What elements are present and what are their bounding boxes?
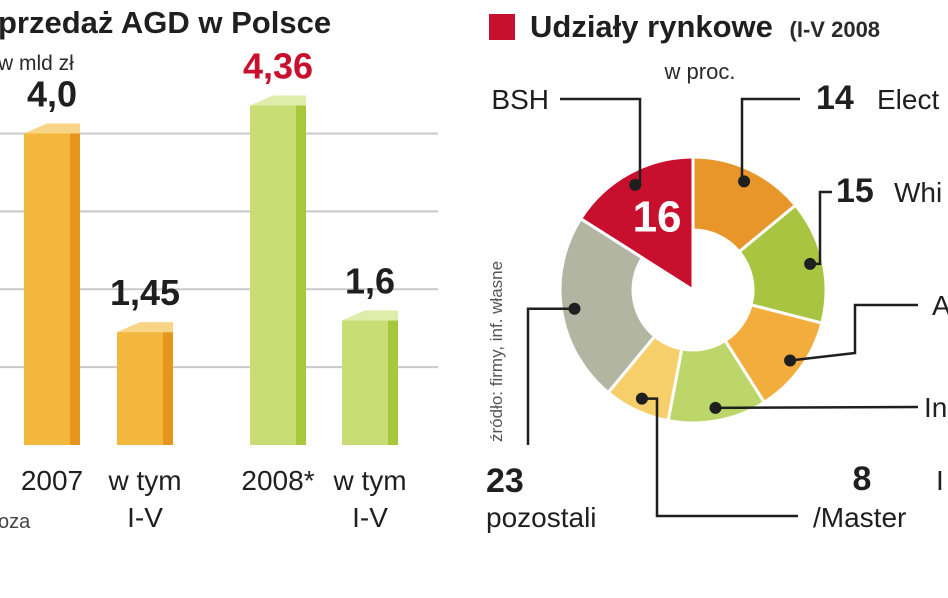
bar-value-label: 1,6 — [345, 260, 395, 301]
bar-top — [24, 123, 80, 134]
bar-side — [296, 105, 306, 445]
slice-name: A — [932, 290, 948, 321]
slice-value: 14 — [816, 79, 854, 117]
bar-category-label: I-V — [352, 502, 388, 533]
pie-chart-period: (I-V 2008 — [790, 17, 881, 42]
bar-chart-unit: w mld zł — [0, 52, 74, 75]
leader-dot — [738, 175, 751, 188]
leader-dot — [804, 257, 817, 270]
slice-name: pozostali — [486, 502, 597, 533]
bar-value-label: 1,45 — [110, 272, 180, 313]
leader-dot — [568, 302, 581, 315]
bar-value-label: 4,0 — [27, 74, 77, 115]
bar — [24, 123, 80, 446]
bar-chart: przedaż AGD w Polsce w mld zł 4,0 1,45 4,3… — [0, 5, 438, 533]
bar-top — [342, 310, 398, 321]
bar-front — [24, 133, 70, 446]
bar-top — [117, 322, 173, 333]
slice-value: 15 — [836, 172, 874, 210]
highlight-slice-value: 16 — [633, 193, 682, 242]
leader-line — [526, 307, 575, 445]
slice-name: BSH — [491, 84, 549, 115]
bar-side — [163, 332, 173, 445]
ring-slice — [578, 155, 695, 293]
bars — [24, 95, 398, 446]
title-marker-square — [489, 14, 515, 40]
leader-line — [560, 97, 642, 187]
bar-category-label: 2008* — [241, 465, 314, 496]
truncated-slice-label: I — [936, 465, 944, 496]
bar-value-label: 4,36 — [243, 45, 313, 86]
bar-category-label: w tym — [107, 465, 181, 496]
bar-category-label: w tym — [332, 465, 406, 496]
ring-slice — [558, 216, 657, 395]
slice-value: 8 — [853, 460, 872, 498]
leader-line — [789, 303, 918, 362]
bar-value-labels: 4,0 1,45 4,36 1,6 — [27, 45, 395, 313]
slice-name: /Master — [813, 502, 906, 533]
bar — [117, 322, 173, 445]
bar-side — [388, 320, 398, 445]
slice-name: Whi — [894, 177, 942, 208]
leader-dot — [629, 178, 642, 191]
slice-value: 23 — [486, 462, 524, 500]
leader-lines — [526, 97, 919, 518]
bar-top — [250, 95, 306, 106]
leader-dot — [784, 354, 797, 367]
ring: 16 — [558, 155, 828, 425]
bar — [250, 95, 306, 445]
bar-category-label: 2007 — [21, 465, 83, 496]
bar-front — [117, 332, 163, 445]
bar — [342, 310, 398, 445]
leader-dot — [709, 401, 722, 414]
leader-dot — [635, 392, 648, 405]
bar-category-label: I-V — [127, 502, 163, 533]
source-note: źródło: firmy, inf. własne — [487, 261, 506, 442]
bar-front — [250, 105, 296, 445]
leader-line — [715, 405, 919, 410]
bar-category-labels: 2007 w tym I-V 2008* w tym I-V — [21, 465, 407, 533]
pie-chart-title-main: Udziały rynkowe — [530, 9, 773, 44]
bar-chart-title: przedaż AGD w Polsce — [0, 5, 331, 40]
leader-line — [641, 397, 798, 518]
pie-chart-title: Udziały rynkowe (I-V 2008 — [530, 9, 880, 44]
bar-chart-footnote: oza — [0, 511, 31, 533]
bar-front — [342, 320, 388, 445]
slice-name: Elect — [877, 84, 939, 115]
slice-name: In — [924, 392, 947, 423]
ring-slice — [737, 203, 828, 325]
pie-chart-unit: w proc. — [664, 59, 736, 84]
bar-side — [70, 133, 80, 446]
market-share-chart: Udziały rynkowe (I-V 2008 w proc. źródło… — [486, 9, 948, 533]
